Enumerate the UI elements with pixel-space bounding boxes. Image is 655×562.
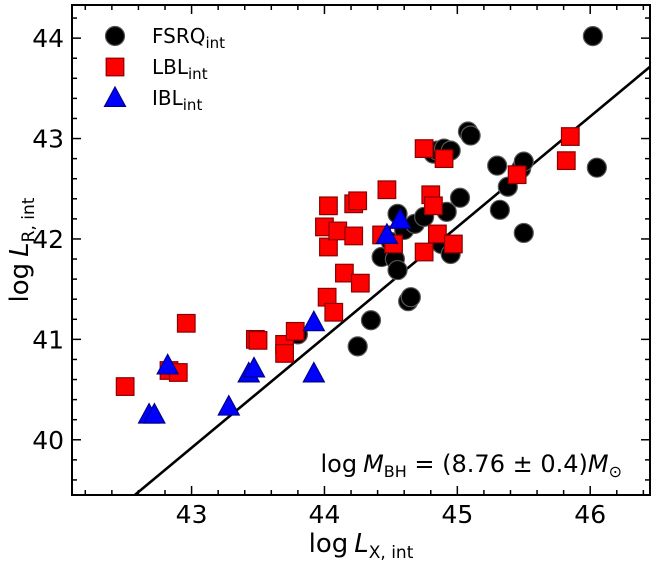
lbl-point-13 [319,196,338,216]
legend-fsrq-label: FSRQint [152,24,225,52]
lbl-point-8 [275,344,294,363]
ibl-point-6 [242,356,266,378]
fsrq-point-30 [582,26,603,47]
ibl-point-8 [302,361,326,383]
lbl-point-6 [248,330,268,350]
lbl-point-19 [348,191,368,211]
y-axis-label: logLR, int [5,197,39,302]
y-tick-label: 42 [32,225,64,254]
fsrq-point-31 [586,157,607,178]
lbl-point-28 [428,224,447,244]
lbl-point-27 [424,196,443,216]
legend-lbl-label: LBLint [152,55,208,83]
lbl-point-20 [350,273,370,293]
legend-lbl-marker [105,57,125,77]
fsrq-point-11 [400,287,421,308]
lbl-point-22 [377,180,397,200]
lbl-point-4 [176,313,196,333]
legend-fsrq-marker [104,25,126,47]
fsrq-point-9 [387,259,408,281]
legend-ibl-label: IBLint [152,86,202,114]
lbl-point-9 [285,321,305,341]
lbl-point-32 [556,151,576,171]
x-tick-label: 45 [441,500,473,529]
lbl-point-33 [560,127,580,146]
legend: FSRQint LBLint IBLint [103,24,225,114]
fsrq-point-24 [487,155,508,176]
lbl-point-15 [328,221,348,241]
lbl-point-30 [443,234,463,254]
plot-frame [71,4,651,496]
x-tick-label: 46 [574,500,606,529]
fsrq-point-3 [360,310,382,331]
lbl-point-31 [507,165,527,185]
x-axis-label: log LX, int [309,529,414,562]
lbl-point-24 [414,139,434,158]
lbl-point-25 [414,242,434,262]
fit-annotation: log MBH = (8.76 ± 0.4)M⊙ [320,450,622,481]
lbl-point-18 [344,226,364,246]
lbl-point-12 [319,237,338,257]
fsrq-point-29 [513,222,534,244]
y-tick-label: 40 [32,426,64,455]
fsrq-point-23 [460,125,481,146]
fsrq-point-2 [347,336,368,357]
y-tick-label: 44 [32,24,64,53]
x-tick-label: 44 [309,500,341,529]
lbl-point-14 [324,302,344,322]
legend-ibl-marker [103,85,127,108]
ibl-point-7 [302,310,326,332]
lbl-point-16 [334,263,354,283]
y-tick-label: 41 [32,325,64,354]
fsrq-point-25 [489,199,510,220]
ibl-point-10 [388,207,412,229]
fsrq-point-21 [449,187,471,208]
ibl-point-9 [375,222,399,244]
ibl-point-2 [142,402,166,424]
lbl-point-1 [115,377,135,396]
lbl-point-29 [434,149,454,169]
ibl-point-4 [217,394,241,416]
fit-line [132,65,650,495]
y-tick-label: 43 [32,125,64,154]
ibl-point-3 [156,353,180,375]
x-tick-label: 43 [176,500,208,529]
